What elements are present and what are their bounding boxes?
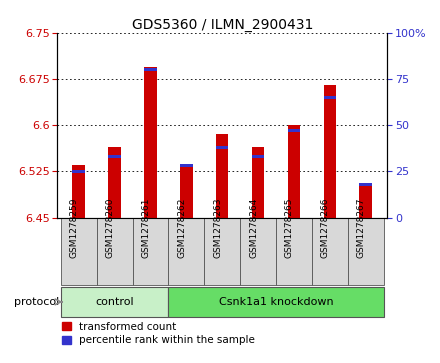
Bar <box>359 184 372 218</box>
Text: control: control <box>95 297 134 307</box>
Text: GSM1278263: GSM1278263 <box>213 197 222 258</box>
Text: GSM1278265: GSM1278265 <box>285 197 294 258</box>
Bar <box>312 218 348 285</box>
Bar <box>348 218 384 285</box>
Bar <box>359 183 372 186</box>
Title: GDS5360 / ILMN_2900431: GDS5360 / ILMN_2900431 <box>132 18 313 32</box>
Bar <box>73 165 85 218</box>
Bar <box>240 218 276 285</box>
Bar <box>169 218 204 285</box>
Bar <box>144 66 157 218</box>
Bar <box>180 164 193 167</box>
Text: protocol: protocol <box>14 297 59 307</box>
Legend: transformed count, percentile rank within the sample: transformed count, percentile rank withi… <box>62 322 255 345</box>
Bar <box>323 85 336 218</box>
Bar <box>216 146 228 149</box>
Bar <box>169 287 384 317</box>
Bar <box>61 287 169 317</box>
Bar <box>108 155 121 158</box>
Text: GSM1278267: GSM1278267 <box>357 197 366 258</box>
Bar <box>252 155 264 158</box>
Bar <box>132 218 169 285</box>
Bar <box>288 129 300 132</box>
Text: GSM1278264: GSM1278264 <box>249 198 258 258</box>
Text: GSM1278260: GSM1278260 <box>106 197 114 258</box>
Bar <box>108 147 121 218</box>
Bar <box>73 170 85 173</box>
Bar <box>180 165 193 218</box>
Text: GSM1278261: GSM1278261 <box>142 197 150 258</box>
Bar <box>204 218 240 285</box>
Text: GSM1278259: GSM1278259 <box>70 197 79 258</box>
Text: GSM1278266: GSM1278266 <box>321 197 330 258</box>
Bar <box>216 134 228 218</box>
Bar <box>61 218 97 285</box>
Text: Csnk1a1 knockdown: Csnk1a1 knockdown <box>219 297 334 307</box>
Bar <box>97 218 132 285</box>
Bar <box>276 218 312 285</box>
Bar <box>323 96 336 99</box>
Bar <box>288 125 300 218</box>
Bar <box>144 68 157 71</box>
Text: GSM1278262: GSM1278262 <box>177 198 186 258</box>
Bar <box>252 147 264 218</box>
